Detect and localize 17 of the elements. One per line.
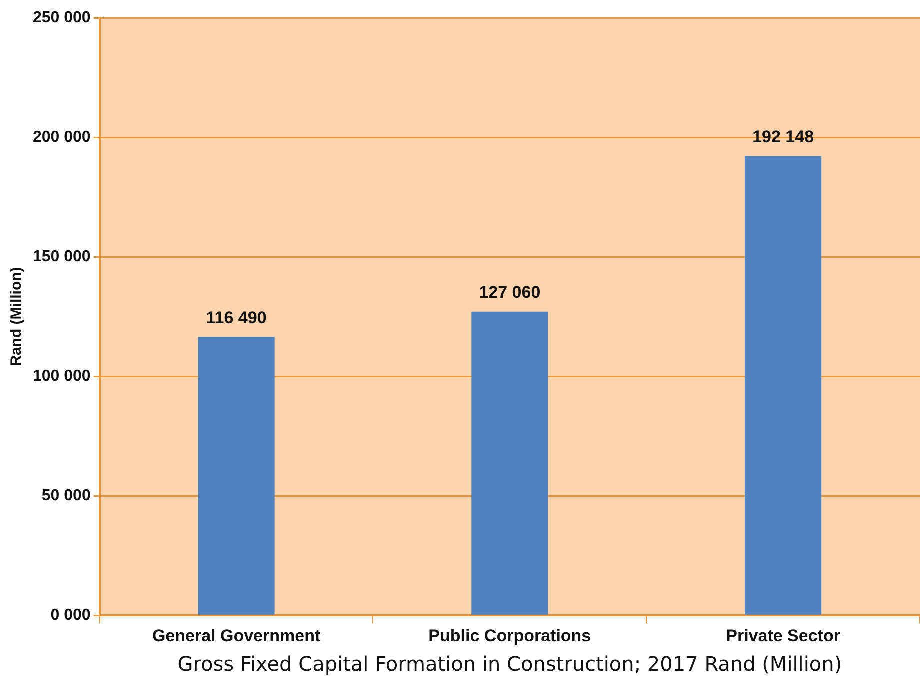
data-label: 127 060 <box>479 283 541 302</box>
y-tick-label: 50 000 <box>42 487 91 504</box>
x-axis-title: Gross Fixed Capital Formation in Construction; 2017 Rand (Million) <box>178 652 842 676</box>
y-tick-label: 150 000 <box>32 248 91 266</box>
data-label: 116 490 <box>206 308 267 328</box>
y-tick-label: 100 000 <box>32 368 91 385</box>
bar <box>472 312 548 615</box>
x-tick-label: Private Sector <box>726 626 841 646</box>
y-axis-title: Rand (Million) <box>8 267 26 366</box>
bar <box>745 156 822 615</box>
y-tick-label: 0 000 <box>50 607 91 624</box>
y-tick-label: 250 000 <box>32 9 91 26</box>
data-label: 192 148 <box>752 127 814 146</box>
bar <box>198 337 275 615</box>
x-tick-label: Public Corporations <box>428 626 592 646</box>
x-tick-label: General Government <box>152 626 321 646</box>
y-tick-label: 200 000 <box>32 128 91 146</box>
